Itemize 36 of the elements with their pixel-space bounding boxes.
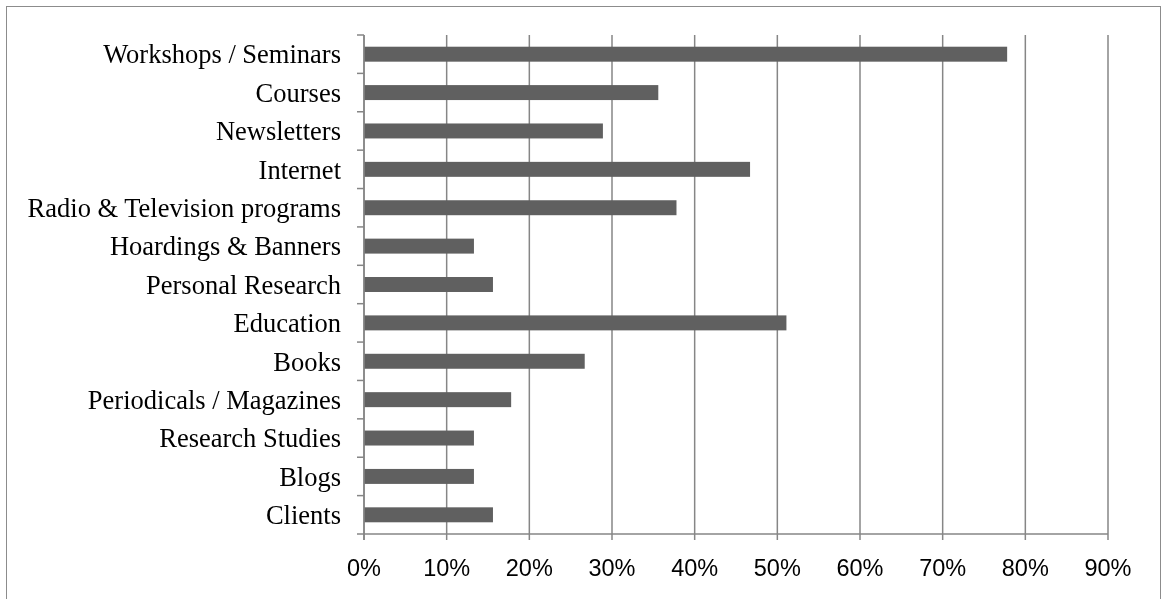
y-tick-label: Blogs	[279, 461, 341, 492]
y-tick-label: Courses	[255, 77, 341, 108]
y-tick-label: Internet	[258, 154, 342, 185]
bar	[364, 392, 512, 408]
x-tick-label: 90%	[1084, 555, 1132, 581]
x-tick-label: 0%	[347, 555, 382, 581]
bar	[364, 507, 493, 523]
y-tick-label: Periodicals / Magazines	[87, 384, 341, 415]
bar	[364, 315, 787, 331]
x-tick-label: 70%	[919, 555, 967, 581]
x-tick-label: 20%	[505, 555, 553, 581]
bar	[364, 85, 659, 101]
y-tick-label: Radio & Television programs	[27, 193, 341, 224]
bar	[364, 277, 493, 292]
x-tick-label: 10%	[423, 555, 471, 581]
x-tick-label: 40%	[671, 555, 719, 581]
x-tick-label: 30%	[588, 555, 636, 581]
bar	[364, 353, 585, 369]
bar	[364, 161, 751, 177]
y-tick-label: Books	[273, 346, 341, 377]
x-tick-label: 60%	[836, 555, 884, 581]
bar	[364, 123, 603, 139]
bar	[364, 200, 677, 216]
bar	[364, 238, 474, 254]
y-tick-label: Hoardings & Banners	[109, 231, 341, 262]
y-tick-label: Research Studies	[159, 423, 341, 454]
y-tick-label: Newsletters	[215, 116, 341, 147]
bar	[364, 46, 1008, 62]
y-tick-label: Clients	[265, 500, 341, 531]
y-tick-label: Personal Research	[146, 269, 341, 300]
bar	[364, 430, 474, 446]
x-tick-label: 50%	[753, 555, 801, 581]
y-tick-label: Education	[233, 308, 341, 339]
y-tick-label: Workshops / Seminars	[103, 39, 341, 70]
x-tick-label: 80%	[1001, 555, 1049, 581]
bar	[364, 468, 474, 484]
